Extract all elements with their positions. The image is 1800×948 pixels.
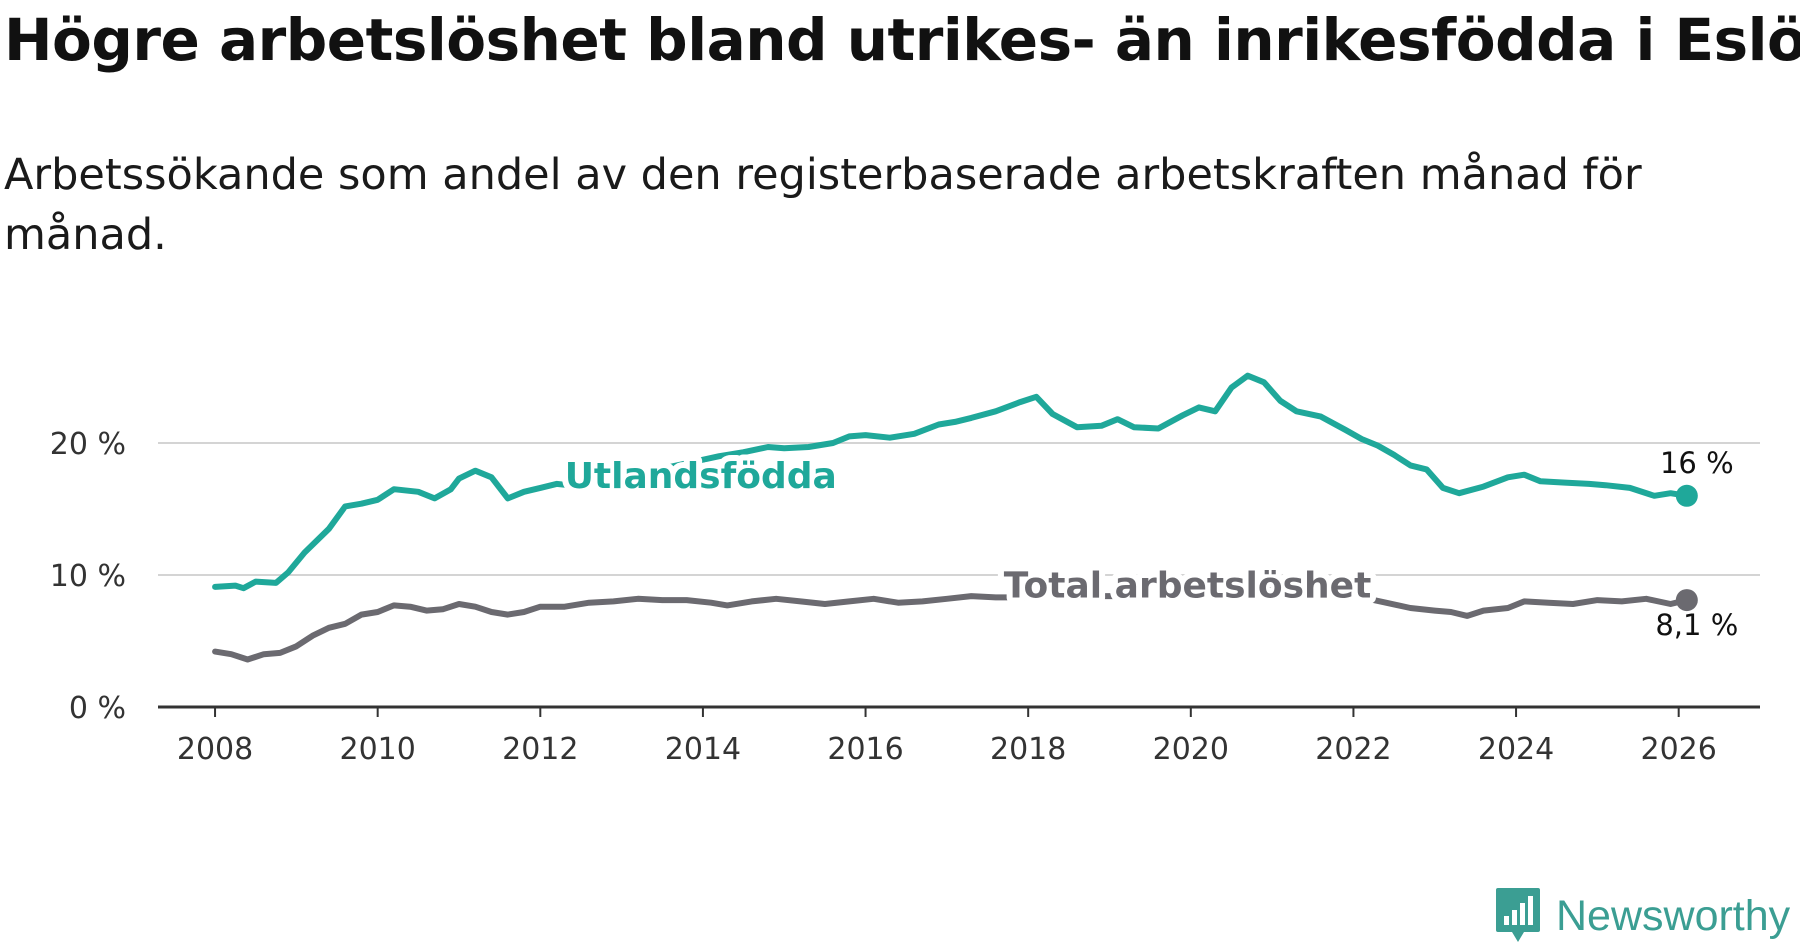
x-tick-label: 2008 bbox=[177, 732, 253, 767]
newsworthy-logo: Newsworthy bbox=[1494, 884, 1790, 948]
y-tick-label: 20 % bbox=[50, 427, 126, 462]
x-tick-label: 2024 bbox=[1478, 732, 1554, 767]
y-tick-label: 0 % bbox=[69, 691, 126, 726]
series-label-halo: Utlandsfödda bbox=[565, 456, 837, 497]
x-tick-label: 2026 bbox=[1641, 732, 1717, 767]
chart-subtitle: Arbetssökande som andel av den registerb… bbox=[4, 150, 1642, 260]
end-point-marker bbox=[1675, 484, 1698, 507]
x-tick-label: 2012 bbox=[502, 732, 578, 767]
series-label: Utlandsfödda bbox=[565, 456, 837, 497]
chart-title: Högre arbetslöshet bland utrikes- än inr… bbox=[4, 6, 1800, 74]
end-value-label: 16 % bbox=[1660, 446, 1734, 480]
end-value-label: 8,1 % bbox=[1655, 608, 1738, 642]
x-tick-label: 2010 bbox=[339, 732, 415, 767]
x-tick-label: 2020 bbox=[1153, 732, 1229, 767]
newsworthy-chart-icon bbox=[1496, 888, 1540, 942]
brand-name: Newsworthy bbox=[1556, 891, 1791, 940]
x-tick-label: 2022 bbox=[1315, 732, 1391, 767]
x-tick-label: 2016 bbox=[827, 732, 903, 767]
series-label-halo: Total arbetslöshet bbox=[1004, 566, 1372, 607]
x-tick-label: 2018 bbox=[990, 732, 1066, 767]
y-tick-label: 10 % bbox=[50, 559, 126, 594]
line-chart: 0 % 10 % 20 % 2008 2010 2012 2014 2016 2018 2020 2… bbox=[50, 372, 1760, 767]
series-label: Total arbetslöshet bbox=[1004, 566, 1372, 607]
series-line-total bbox=[212, 577, 1690, 663]
x-tick-label: 2014 bbox=[665, 732, 741, 767]
series-line-utlandsfodda bbox=[212, 372, 1690, 592]
end-point-marker bbox=[1675, 589, 1698, 612]
